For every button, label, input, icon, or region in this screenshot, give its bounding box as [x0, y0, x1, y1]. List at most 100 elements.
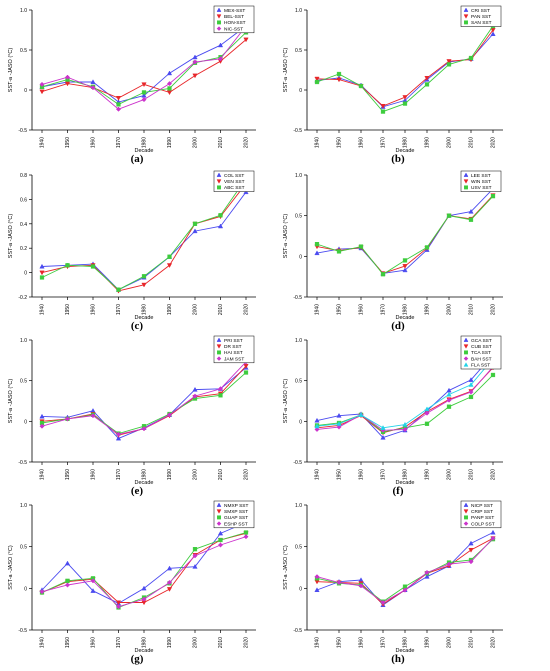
x-tick-label: 2020 — [244, 469, 250, 480]
data-point — [166, 70, 173, 76]
data-point — [141, 282, 147, 288]
legend-marker — [216, 26, 222, 31]
x-tick-label: 2000 — [193, 637, 199, 648]
legend-label: LEE SST — [471, 173, 491, 179]
data-point — [424, 569, 430, 576]
data-point — [314, 76, 320, 82]
y-tick-label: 0 — [299, 88, 302, 94]
data-point — [314, 587, 320, 593]
data-point — [116, 102, 121, 107]
data-point — [380, 425, 386, 430]
chart-panel-8: -0.5 0 0.5 1.0 1940 1950 1960 1970 1980 1990 2000 2… — [283, 500, 503, 665]
x-tick-label: 1990 — [425, 304, 431, 315]
x-tick-label: 2000 — [193, 304, 199, 315]
legend-label: PAN SST — [471, 14, 491, 20]
x-tick-label: 2010 — [469, 137, 475, 148]
legend-marker — [464, 350, 468, 355]
x-tick-label: 1990 — [425, 137, 431, 148]
legend-label: ESHP SST — [224, 521, 248, 527]
data-point — [64, 560, 71, 566]
x-tick-label: 1970 — [116, 137, 122, 148]
legend-marker — [216, 509, 222, 514]
x-tick-label: 1960 — [91, 137, 97, 148]
x-tick-label: 2000 — [447, 637, 453, 648]
data-point — [424, 573, 430, 579]
data-point — [64, 81, 71, 87]
data-point — [402, 587, 408, 593]
data-point — [115, 600, 122, 606]
x-tick-label: 1960 — [91, 469, 97, 480]
data-point — [402, 421, 408, 427]
data-point — [243, 189, 249, 195]
x-axis-title: Decade — [396, 148, 415, 154]
legend-label: FLA SST — [471, 363, 490, 369]
data-point — [39, 270, 45, 276]
legend-marker — [217, 350, 221, 355]
data-point — [90, 79, 96, 85]
legend-label: PRI SST — [224, 338, 243, 344]
data-point — [468, 55, 474, 61]
legend-label: BEL-SST — [224, 14, 244, 20]
data-point — [115, 435, 122, 441]
data-point — [217, 386, 224, 392]
x-tick-label: 1960 — [91, 304, 97, 315]
legend-label: DR SST — [224, 344, 242, 350]
data-point — [90, 264, 96, 269]
y-tick-label: 0.5 — [20, 545, 27, 551]
x-tick-label: 1960 — [359, 637, 365, 648]
data-point — [218, 537, 223, 543]
x-axis-title: Decade — [135, 648, 154, 654]
x-tick-label: 1950 — [337, 637, 343, 648]
x-tick-label: 1940 — [315, 304, 321, 315]
data-point — [39, 89, 45, 95]
data-point — [192, 393, 198, 399]
data-point — [402, 101, 408, 106]
y-tick-label: 1.0 — [295, 503, 302, 509]
y-tick-label: -0.5 — [293, 628, 302, 634]
y-tick-label: 0 — [24, 586, 27, 592]
y-tick-label: -0.5 — [293, 128, 302, 134]
data-point — [39, 275, 45, 280]
data-point — [314, 79, 320, 85]
legend-marker — [463, 7, 469, 12]
legend-marker — [464, 515, 468, 520]
data-point — [115, 95, 122, 101]
x-tick-label: 1980 — [142, 304, 148, 315]
x-tick-label: 2020 — [244, 304, 250, 315]
data-point — [402, 258, 408, 263]
legend-marker — [463, 172, 469, 177]
legend-marker — [463, 344, 469, 349]
x-tick-label: 1990 — [167, 469, 173, 480]
data-point — [424, 245, 430, 250]
legend-marker — [463, 337, 469, 342]
data-point — [217, 223, 224, 229]
data-point — [446, 397, 452, 403]
x-tick-label: 2010 — [469, 637, 475, 648]
data-point — [64, 582, 71, 588]
chart-panel-1: -0.5 0 0.5 1.0 1940 1950 1960 1970 1980 1990 2000 2… — [8, 5, 256, 165]
data-point — [468, 389, 474, 395]
chart-panel-3: -0.2 0 0.2 0.4 0.6 0.8 1940 1950 1960 1970 1980 199… — [8, 170, 256, 332]
data-point — [141, 585, 147, 591]
data-point — [358, 244, 364, 249]
data-point — [166, 81, 173, 87]
y-tick-label: 0.5 — [295, 214, 302, 220]
y-tick-label: 0.5 — [295, 545, 302, 551]
x-tick-label: 1980 — [403, 304, 409, 315]
x-tick-label: 1970 — [116, 637, 122, 648]
panel-label: (h) — [391, 653, 405, 665]
data-point — [116, 287, 121, 292]
data-point — [424, 75, 430, 81]
data-point — [490, 535, 496, 541]
data-point — [217, 56, 224, 62]
series-line — [41, 39, 247, 99]
legend-label: NMXP SST — [224, 503, 249, 509]
legend-marker — [463, 14, 469, 19]
legend-label: ABC SST — [224, 185, 245, 191]
data-point — [90, 588, 96, 593]
data-point — [243, 370, 249, 375]
x-tick-label: 1950 — [65, 469, 71, 480]
data-point — [141, 274, 147, 279]
